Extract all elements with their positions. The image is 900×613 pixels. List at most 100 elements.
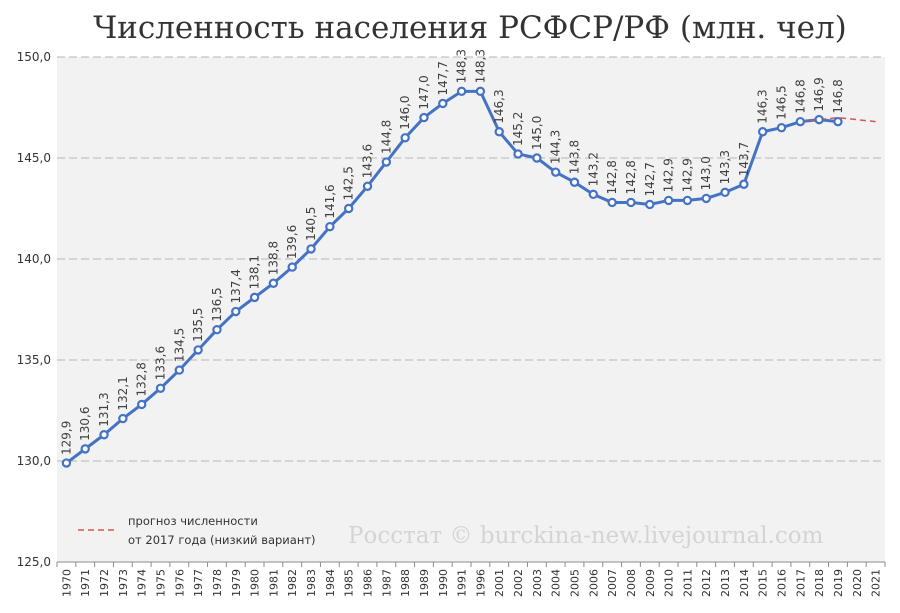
x-tick-label: 1972 (98, 569, 111, 597)
data-point (193, 345, 203, 355)
data-point (833, 116, 843, 127)
forecast-series-line (800, 116, 876, 123)
x-tick-label: 1979 (230, 569, 243, 597)
data-point (438, 98, 448, 109)
data-point (663, 195, 674, 206)
data-label: 147,7 (436, 61, 450, 95)
data-point (80, 444, 90, 454)
data-label: 144,8 (379, 120, 393, 154)
x-tick-label: 1990 (437, 569, 450, 597)
data-label: 134,5 (172, 328, 186, 362)
x-tick-label: 1977 (192, 569, 205, 597)
data-label: 145,0 (530, 116, 544, 150)
legend: прогноз численности от 2017 года (низкий … (78, 514, 316, 547)
data-label: 146,8 (831, 79, 845, 113)
data-label: 146,3 (492, 89, 506, 123)
watermark-text: Росстат © burckina-new.livejournal.com (348, 523, 824, 549)
data-label: 132,8 (135, 362, 149, 396)
data-point (343, 203, 354, 214)
x-tick-label: 1982 (286, 569, 299, 597)
x-tick-label: 2018 (813, 569, 826, 597)
x-tick-label: 1978 (211, 569, 224, 597)
data-label: 140,5 (304, 207, 318, 241)
data-label: 138,8 (266, 241, 280, 275)
data-label: 142,8 (624, 160, 638, 194)
x-tick-label: 1973 (117, 569, 130, 597)
data-point (136, 399, 147, 410)
x-tick-label: 2004 (550, 569, 563, 597)
x-tick-label: 2020 (851, 569, 864, 597)
gridlines (57, 56, 885, 462)
x-tick-label: 2015 (757, 569, 770, 597)
data-label: 146,8 (793, 79, 807, 113)
data-label: 131,3 (97, 392, 111, 426)
data-point (249, 292, 260, 303)
x-tick-label: 2010 (663, 569, 676, 597)
x-tick-label: 2016 (776, 569, 789, 597)
x-tick-label: 1970 (60, 569, 73, 597)
x-tick-label: 1996 (474, 569, 487, 597)
x-tick-label: 2001 (493, 569, 506, 597)
data-point (532, 153, 542, 163)
x-tick-label: 2021 (870, 569, 883, 597)
x-tick-label: 1989 (418, 569, 431, 597)
data-point (419, 112, 429, 123)
data-point (682, 195, 693, 206)
data-label: 143,0 (699, 156, 713, 190)
data-label: 145,2 (511, 112, 525, 146)
x-tick-label: 1981 (267, 569, 280, 597)
data-point (381, 157, 392, 167)
x-tick-label: 1985 (343, 569, 356, 597)
data-label: 146,5 (775, 85, 789, 119)
data-label: 148,3 (473, 49, 487, 83)
x-tick-label: 1987 (380, 569, 393, 597)
data-point (325, 221, 335, 232)
x-tick-label: 1971 (79, 569, 92, 597)
data-label: 142,5 (342, 166, 356, 200)
x-tick-label: 2014 (738, 569, 751, 597)
data-label: 133,6 (154, 346, 168, 380)
y-tick-label: 135,0 (17, 353, 51, 367)
x-tick-label: 1991 (456, 569, 469, 597)
y-tick-label: 145,0 (17, 151, 51, 165)
data-label: 142,7 (643, 162, 657, 196)
data-label: 143,8 (568, 140, 582, 174)
data-point (757, 127, 768, 137)
data-point (795, 116, 806, 127)
x-tick-label: 2003 (531, 569, 544, 597)
x-axis: 1970 1971 1972 1973 1974 1975 1976 1977 1978 1979… (56, 561, 886, 597)
data-label: 143,6 (361, 144, 375, 178)
data-point (626, 197, 636, 208)
data-point (174, 365, 185, 375)
data-point (513, 149, 523, 159)
data-point (268, 278, 279, 288)
data-point (569, 177, 580, 187)
data-label: 139,6 (285, 225, 299, 259)
data-point (456, 86, 467, 97)
data-label: 129,9 (59, 421, 73, 455)
data-label: 147,0 (417, 75, 431, 109)
x-tick-label: 2008 (625, 569, 638, 597)
x-tick-label: 1983 (305, 569, 318, 597)
data-label: 143,2 (586, 152, 600, 186)
x-tick-label: 2012 (700, 569, 713, 597)
data-label: 141,6 (323, 184, 337, 218)
data-point (550, 167, 561, 177)
y-tick-label: 150,0 (17, 50, 51, 64)
plot-area (57, 57, 885, 562)
x-tick-label: 2011 (681, 569, 694, 597)
data-label: 146,3 (756, 89, 770, 123)
x-tick-label: 1974 (136, 569, 149, 597)
data-point (607, 197, 617, 208)
data-point (588, 189, 599, 200)
x-tick-label: 2017 (794, 569, 807, 597)
x-tick-label: 2009 (644, 569, 657, 597)
x-tick-label: 1984 (324, 569, 337, 597)
data-point (475, 86, 486, 97)
data-point (814, 114, 824, 125)
data-label: 146,9 (812, 77, 826, 111)
data-point (231, 306, 241, 317)
x-tick-label: 2013 (719, 569, 732, 597)
data-point (776, 122, 787, 133)
data-point (494, 127, 504, 137)
